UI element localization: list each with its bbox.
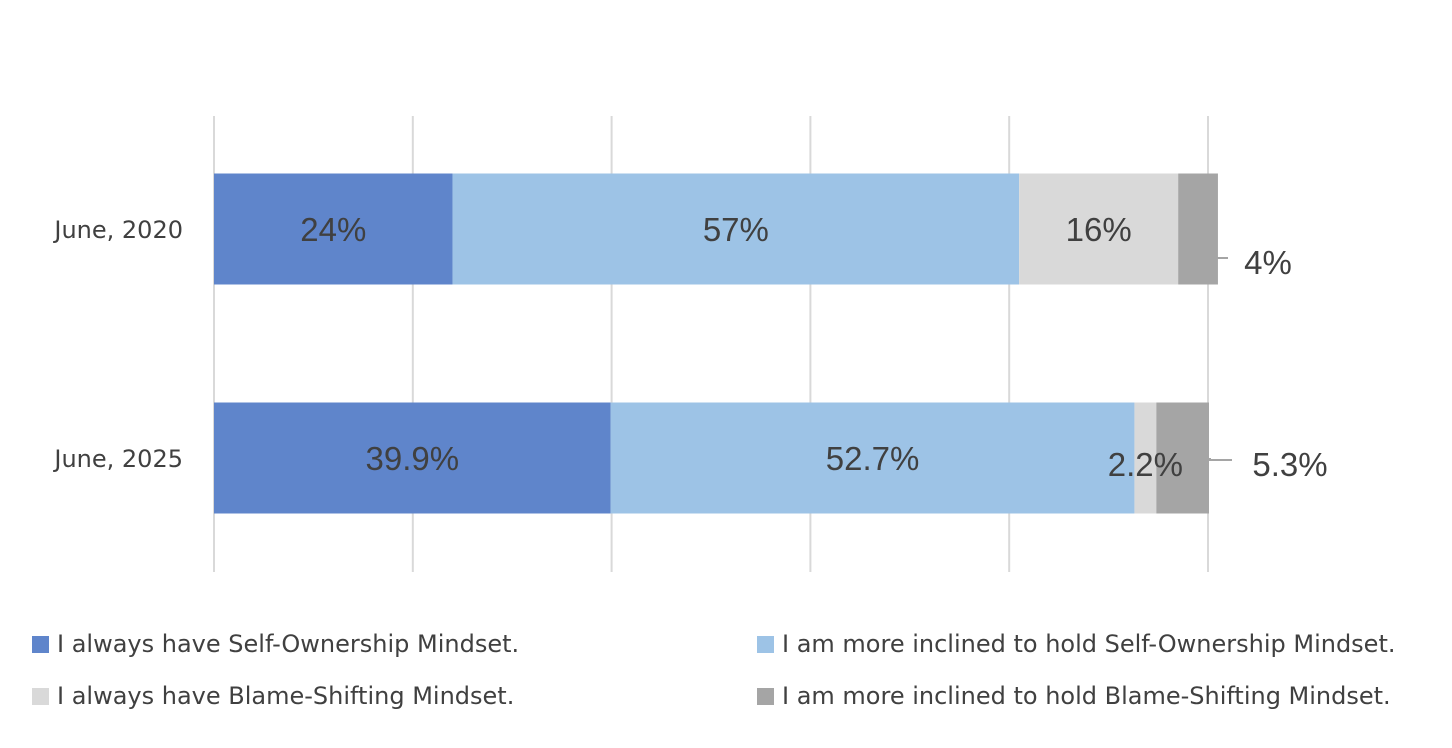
- bar-segment: [1134, 402, 1157, 514]
- legend-item-blame-shifting-inclined: I am more inclined to hold Blame-Shiftin…: [757, 682, 1391, 710]
- legend-item-self-ownership-inclined: I am more inclined to hold Self-Ownershi…: [757, 630, 1396, 658]
- category-label: June, 2025: [52, 445, 183, 473]
- data-label: 4%: [1244, 244, 1292, 281]
- category-label: June, 2020: [52, 216, 183, 244]
- bar-segment: [1156, 402, 1209, 514]
- bar-segment: [452, 173, 1020, 285]
- legend-label: I always have Blame-Shifting Mindset.: [57, 682, 515, 710]
- bar-segment: [610, 402, 1135, 514]
- leader-lines: [1209, 230, 1232, 461]
- legend-swatch: [757, 635, 774, 653]
- leader-line: [1209, 458, 1232, 461]
- legend-swatch: [32, 687, 49, 705]
- data-label: 16%: [1066, 211, 1132, 248]
- bars: [214, 173, 1218, 514]
- bar-segment: [1178, 173, 1218, 285]
- legend-label: I am more inclined to hold Blame-Shiftin…: [782, 682, 1391, 710]
- leader-line: [1209, 230, 1228, 259]
- data-label: 57%: [703, 211, 769, 248]
- legend-label: I always have Self-Ownership Mindset.: [57, 630, 520, 658]
- stacked-bar-chart: June, 2020 June, 2025 24% 57% 16% 4% 39.9% 52.…: [52, 116, 1328, 572]
- data-label: 2.2%: [1108, 446, 1183, 483]
- bar-segment: [1019, 173, 1179, 285]
- legend-swatch: [32, 635, 49, 653]
- data-labels: 24% 57% 16% 4% 39.9% 52.7% 2.2% 5.3%: [300, 211, 1327, 483]
- legend-label: I am more inclined to hold Self-Ownershi…: [782, 630, 1396, 658]
- data-label: 24%: [300, 211, 366, 248]
- bar-segment: [214, 173, 453, 285]
- legend-item-self-ownership-always: I always have Self-Ownership Mindset.: [32, 630, 519, 658]
- data-label: 52.7%: [826, 440, 920, 477]
- category-labels: June, 2020 June, 2025: [52, 216, 183, 473]
- legend-swatch: [757, 687, 774, 705]
- bar-segment: [214, 402, 611, 514]
- data-label: 5.3%: [1252, 446, 1327, 483]
- legend-item-blame-shifting-always: I always have Blame-Shifting Mindset.: [32, 682, 514, 710]
- data-label: 39.9%: [366, 440, 460, 477]
